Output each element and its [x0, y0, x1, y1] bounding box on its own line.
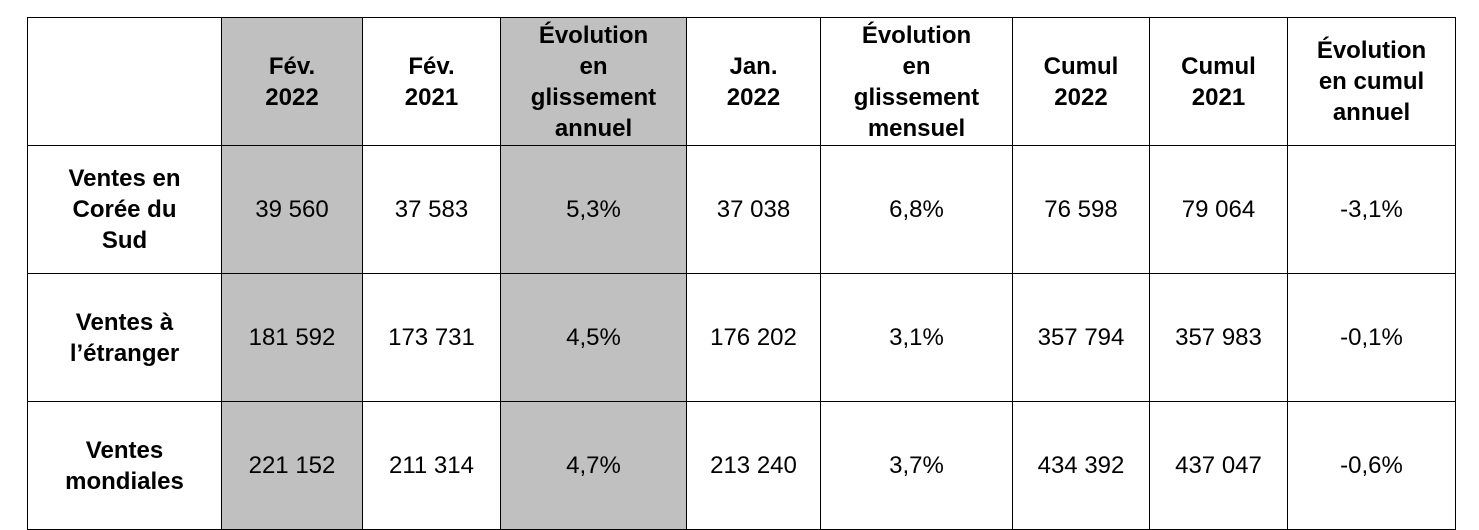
- row-label-worldwide: Ventes mondiales: [27, 401, 222, 530]
- header-row: Fév. 2022 Fév. 2021 Évolution en glissem…: [27, 17, 1456, 146]
- row-label-abroad: Ventes à l’étranger: [27, 273, 222, 402]
- table-row: Ventes mondiales 221 152 211 314 4,7% 21…: [27, 401, 1456, 530]
- cell-mom-change: 3,1%: [820, 273, 1013, 402]
- cell-jan-2022: 213 240: [686, 401, 821, 530]
- cell-cumul-2022: 76 598: [1012, 145, 1150, 274]
- cell-cumul-2021: 437 047: [1149, 401, 1288, 530]
- header-corner: [27, 17, 222, 146]
- table-row: Ventes à l’étranger 181 592 173 731 4,5%…: [27, 273, 1456, 402]
- header-feb-2021: Fév. 2021: [362, 17, 501, 146]
- cell-feb-2022: 181 592: [221, 273, 363, 402]
- cell-cumul-2021: 79 064: [1149, 145, 1288, 274]
- cell-feb-2022: 39 560: [221, 145, 363, 274]
- cell-feb-2021: 211 314: [362, 401, 501, 530]
- cell-mom-change: 6,8%: [820, 145, 1013, 274]
- header-yoy-change: Évolution en glissement annuel: [500, 17, 687, 146]
- cell-cumul-change: -0,6%: [1287, 401, 1456, 530]
- cell-yoy-change: 4,7%: [500, 401, 687, 530]
- header-cumul-2021: Cumul 2021: [1149, 17, 1288, 146]
- header-mom-change: Évolution en glissement mensuel: [820, 17, 1013, 146]
- cell-jan-2022: 37 038: [686, 145, 821, 274]
- table-row: Ventes en Corée du Sud 39 560 37 583 5,3…: [27, 145, 1456, 274]
- cell-cumul-2022: 434 392: [1012, 401, 1150, 530]
- cell-feb-2021: 37 583: [362, 145, 501, 274]
- cell-feb-2021: 173 731: [362, 273, 501, 402]
- cell-yoy-change: 5,3%: [500, 145, 687, 274]
- header-cumul-change: Évolution en cumul annuel: [1287, 17, 1456, 146]
- cell-feb-2022: 221 152: [221, 401, 363, 530]
- cell-cumul-2022: 357 794: [1012, 273, 1150, 402]
- row-label-korea: Ventes en Corée du Sud: [27, 145, 222, 274]
- sales-table: Fév. 2022 Fév. 2021 Évolution en glissem…: [27, 17, 1456, 530]
- header-feb-2022: Fév. 2022: [221, 17, 363, 146]
- header-jan-2022: Jan. 2022: [686, 17, 821, 146]
- cell-cumul-change: -3,1%: [1287, 145, 1456, 274]
- cell-cumul-2021: 357 983: [1149, 273, 1288, 402]
- cell-mom-change: 3,7%: [820, 401, 1013, 530]
- cell-yoy-change: 4,5%: [500, 273, 687, 402]
- header-cumul-2022: Cumul 2022: [1012, 17, 1150, 146]
- cell-jan-2022: 176 202: [686, 273, 821, 402]
- cell-cumul-change: -0,1%: [1287, 273, 1456, 402]
